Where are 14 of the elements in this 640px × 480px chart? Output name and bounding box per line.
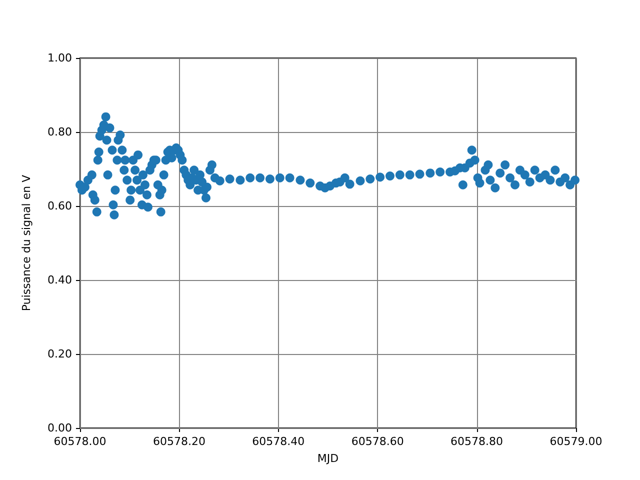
x-tick-label: 60578.80 bbox=[450, 435, 504, 448]
x-tick-label: 60578.40 bbox=[252, 435, 305, 448]
y-tick-label: 0.60 bbox=[48, 200, 72, 212]
x-axis-title: MJD bbox=[317, 452, 339, 465]
y-tick-label: 0.20 bbox=[48, 348, 72, 360]
x-tick-label: 60578.60 bbox=[351, 435, 404, 448]
x-tick-label: 60578.20 bbox=[152, 435, 206, 448]
y-tick-label: 1.00 bbox=[48, 52, 72, 64]
y-tick-label: 0.00 bbox=[48, 422, 72, 434]
y-tick-label: 0.40 bbox=[48, 274, 72, 286]
x-tick-label: 60579.00 bbox=[550, 435, 602, 448]
y-axis-title: Puissance du signal en V bbox=[20, 174, 33, 312]
y-tick-label: 0.80 bbox=[48, 126, 72, 138]
x-tick-label: 60578.00 bbox=[54, 435, 106, 448]
